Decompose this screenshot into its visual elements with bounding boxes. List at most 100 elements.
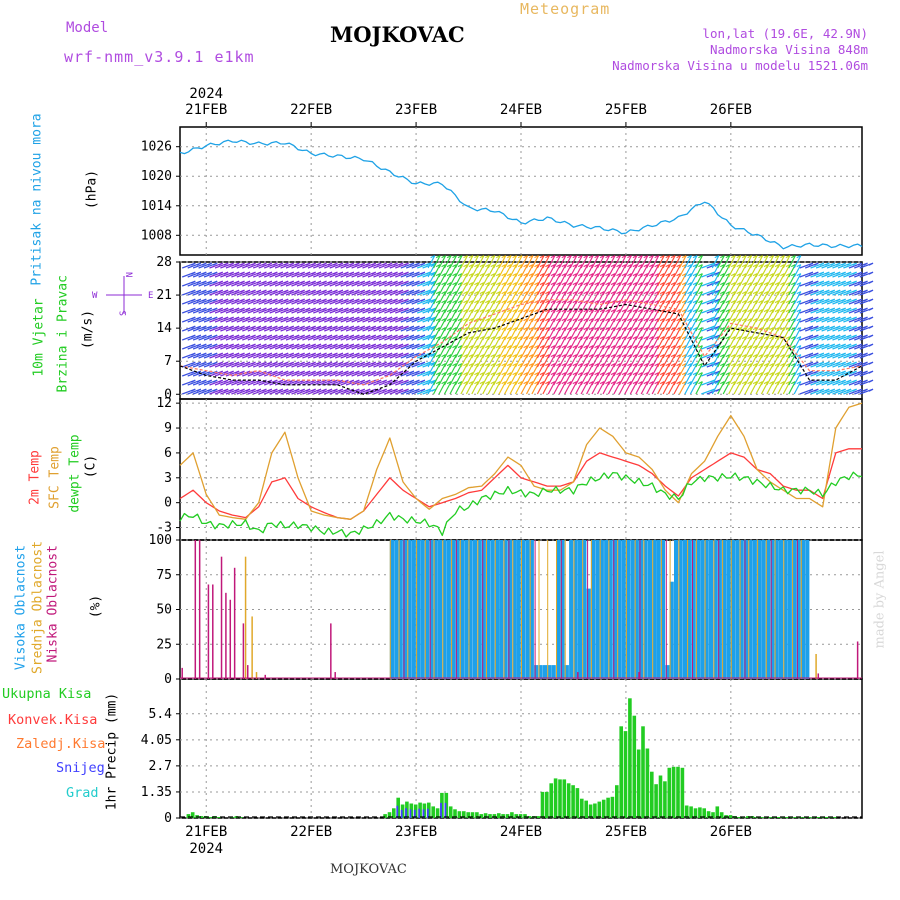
wind-ytick-label: 14 (156, 321, 172, 336)
wind-barb (733, 273, 742, 287)
precip-total-bar (654, 784, 658, 818)
temp-ytick-label: 0 (164, 496, 172, 511)
wind-barb-head (852, 352, 857, 356)
wind-barb-head (561, 381, 567, 385)
wind-barb-head (594, 318, 599, 322)
wind-barb-head (561, 309, 567, 313)
wind-barb (547, 282, 556, 296)
wind-barb (569, 255, 578, 269)
wind-barb-head (333, 307, 338, 311)
wind-barb-head (710, 343, 715, 347)
wind-barb (602, 354, 611, 368)
wind-barb-head (638, 291, 643, 295)
wind-barb-head (665, 354, 670, 358)
wind-barb-head (426, 271, 431, 275)
wind-barb-head (278, 388, 284, 392)
wind-barb-head (355, 289, 360, 293)
precip-snow-bar (440, 802, 442, 818)
wind-barb-head (360, 370, 365, 374)
wind-barb-head (360, 307, 365, 311)
wind-barb (547, 336, 556, 350)
cloud-ytick-label: 25 (156, 637, 172, 652)
wind-barb (695, 264, 703, 278)
wind-barb-head (863, 271, 868, 275)
precip-ytick-label: 4.05 (141, 733, 172, 748)
wind-barb (487, 255, 496, 269)
wind-barb-head (830, 289, 835, 293)
wind-barb (498, 336, 507, 350)
wind-barb-head (327, 271, 333, 275)
wind-barb-head (863, 352, 868, 356)
wind-barb (744, 363, 753, 377)
wind-barb-head (474, 327, 479, 331)
wind-barb-head (830, 325, 835, 329)
wind-barb-head (207, 280, 212, 284)
bottom-xtick-label: 24FEB (500, 824, 542, 840)
precip-total-bar (645, 748, 650, 818)
wind-barb-head (262, 361, 267, 365)
wind-barb (465, 381, 474, 395)
wind-barb-head (752, 264, 758, 268)
wind-barb-head (523, 354, 528, 358)
wind-barb-head (670, 318, 676, 322)
wind-barb-head (868, 379, 874, 383)
wind-barb-head (468, 282, 474, 286)
cloud-high-bar (403, 540, 408, 679)
wind-barb (575, 255, 583, 269)
wind-barb-head (355, 280, 360, 284)
wind-barb (667, 327, 676, 341)
wind-barb (438, 309, 447, 323)
wind-barb (613, 363, 622, 377)
wind-barb (618, 255, 627, 269)
wind-barb-head (355, 271, 360, 275)
wind-barb-head (349, 352, 355, 356)
wind-barb-head (387, 361, 393, 365)
wind-barb-head (457, 291, 463, 295)
wind-barb-head (621, 363, 627, 367)
wind-barb (624, 291, 632, 305)
wind-barb-head (327, 388, 333, 392)
wind-barb (531, 381, 540, 395)
wind-barb-head (769, 345, 774, 349)
wind-barb-head (322, 361, 327, 365)
wind-barb-head (752, 255, 758, 259)
wind-barb (766, 345, 775, 359)
wind-barb-head (846, 298, 852, 302)
wind-barb-head (599, 345, 605, 349)
wind-barb-head (490, 282, 496, 286)
wind-barb-head (758, 363, 763, 367)
wind-barb-head (431, 388, 437, 392)
wind-barb-head (561, 354, 567, 358)
wind-barb-head (730, 354, 736, 358)
wind-barb (766, 273, 775, 287)
wind-barb-head (468, 264, 474, 268)
wind-barb-head (387, 316, 393, 320)
wind-barb-head (300, 361, 305, 365)
wind-barb-head (610, 372, 616, 376)
wind-barb-head (868, 343, 874, 347)
wind-barb-head (229, 325, 234, 329)
wind-barb-head (495, 372, 501, 376)
wind-barb-head (523, 282, 528, 286)
wind-barb-head (393, 262, 398, 266)
wind-barb-head (212, 316, 218, 320)
wind-barb-head (638, 309, 643, 313)
wind-barb-head (808, 289, 814, 293)
wind-barb (460, 264, 469, 278)
wind-barb-head (819, 361, 825, 365)
wind-barb (695, 327, 703, 341)
wind-barb-head (523, 318, 528, 322)
wind-barb-head (814, 334, 819, 338)
wind-barb-head (725, 336, 731, 340)
wind-barb-head (687, 372, 692, 376)
precip-total-bar (514, 814, 518, 818)
wind-barb-head (643, 336, 649, 340)
wind-barb (739, 300, 747, 314)
precip-total-bar (833, 817, 838, 818)
wind-barb-head (534, 318, 539, 322)
wind-barb-head (289, 271, 294, 275)
wind-barb (498, 372, 507, 386)
wind-barb-head (267, 307, 273, 311)
precip-snow-bar (413, 809, 416, 818)
wind-barb-head (710, 361, 715, 365)
